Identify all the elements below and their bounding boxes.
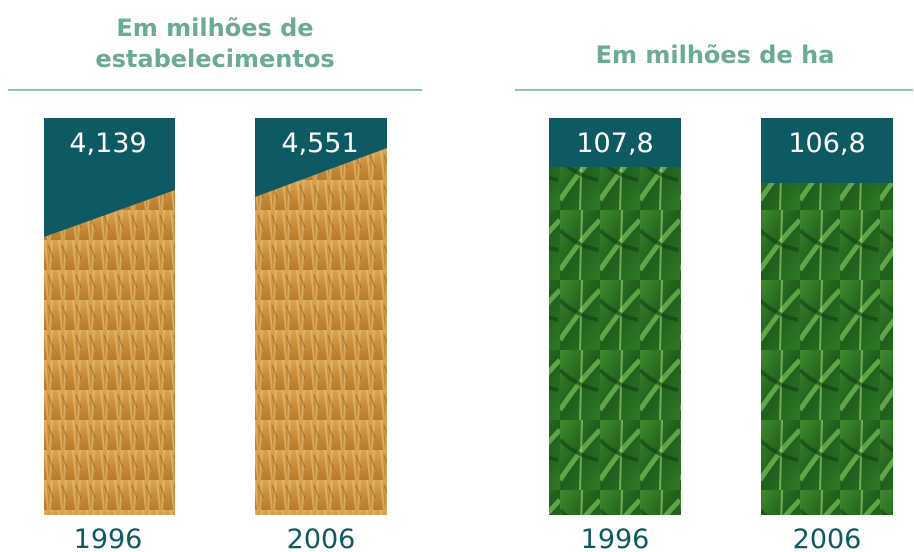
value: 106,8 bbox=[788, 128, 865, 159]
value: 4,551 bbox=[281, 128, 358, 159]
panel-title: Em milhões de bbox=[116, 14, 313, 42]
year: 1996 bbox=[74, 524, 143, 552]
year: 1996 bbox=[581, 524, 650, 552]
value: 4,139 bbox=[69, 128, 146, 159]
panel: Em milhões de estabelecimentos 4,139 199… bbox=[8, 14, 422, 552]
panel-title: Em milhões de ha bbox=[596, 41, 835, 69]
infographic: Em milhões de estabelecimentos 4,139 199… bbox=[0, 0, 914, 552]
panel-title: estabelecimentos bbox=[95, 45, 334, 73]
year: 2006 bbox=[287, 524, 356, 552]
value: 107,8 bbox=[576, 128, 653, 159]
corn-photo bbox=[549, 118, 681, 515]
year: 2006 bbox=[793, 524, 862, 552]
panel: Em milhões de ha 107,8 1996 106,8 2006 bbox=[515, 41, 913, 552]
